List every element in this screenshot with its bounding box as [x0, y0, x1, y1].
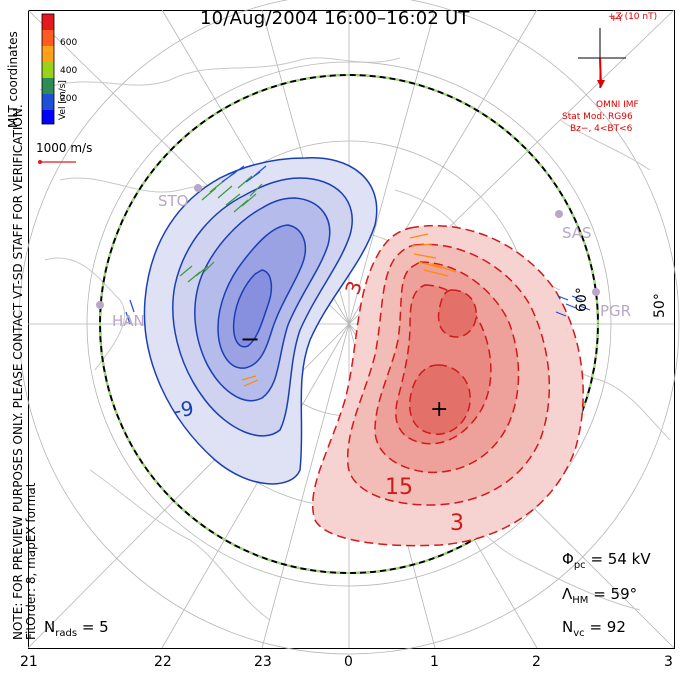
vector-scale-label: 1000 m/s: [36, 141, 93, 155]
radar-label-pgr: PGR: [600, 302, 632, 320]
stat-nvc-sub: vc: [573, 628, 585, 639]
colorbar: [41, 13, 55, 125]
radar-label-sto: STO: [158, 192, 189, 210]
neg-contour-5: [232, 269, 273, 348]
stat-nrads-value: = 5: [81, 618, 109, 636]
contour-label-pos15: 15: [385, 475, 413, 500]
lat-label-60: 60°: [574, 287, 590, 312]
pos-contour-6: [437, 289, 477, 338]
colorbar-tick-200: 200: [60, 94, 78, 104]
imf-dial: [578, 28, 626, 88]
mlt-tick-23: 23: [254, 654, 272, 670]
imf-condition: Bz−, 4<BT<6: [570, 124, 633, 134]
lat-label-50: 50°: [652, 293, 668, 318]
grid-meridian-22: [161, 323, 350, 649]
stat-phi: Φpc = 54 kV: [562, 550, 651, 571]
page-title: 10/Aug/2004 16:00–16:02 UT: [200, 8, 470, 29]
mlt-tick-22: 22: [154, 654, 172, 670]
radar-site-sas: [555, 210, 563, 218]
grid-circle-50: [18, 0, 680, 655]
stat-lambda-sub: HM: [572, 595, 589, 606]
note-line-2: FitOrder: 8, mapEX format: [24, 482, 38, 640]
positive-cell: [311, 224, 584, 547]
stat-nrads: Nrads = 5: [44, 618, 109, 639]
colorbar-frame: [41, 13, 55, 125]
stat-nvc-value: = 92: [589, 618, 626, 636]
colorbar-tick-400: 400: [60, 66, 78, 76]
stat-nvc-symbol: N: [562, 618, 574, 636]
grid-meridian-23: [261, 323, 350, 649]
coordinate-label: MLT coordinates: [6, 31, 20, 128]
stat-lambda: ΛHM = 59°: [562, 585, 637, 606]
stat-lambda-symbol: Λ: [562, 585, 573, 603]
mlt-tick-3: 3: [664, 654, 673, 670]
contour-label-pos3-top: 3: [340, 278, 367, 298]
potential-max-marker: +: [430, 397, 448, 422]
radar-site-han: [96, 301, 104, 309]
stat-phi-symbol: Φ: [562, 550, 574, 568]
grid-meridian-13: [348, 9, 436, 325]
contour-label-neg9: -9: [172, 396, 196, 423]
radar-site-sto: [194, 184, 202, 192]
preview-note: NOTE: FOR PREVIEW PURPOSES ONLY. PLEASE …: [11, 104, 38, 640]
radar-label-sas: SAS: [562, 224, 592, 242]
colorbar-swatch-2: [42, 46, 54, 62]
pos-contour-5: [408, 364, 471, 435]
negative-cell: [143, 157, 378, 485]
velocity-vectors: [125, 165, 591, 387]
radar-sites: [96, 184, 600, 309]
imf-bz-label: +Y: [610, 14, 624, 24]
mlt-tick-21: 21: [20, 654, 38, 670]
imf-source: OMNI IMF: [596, 100, 639, 110]
hm-boundary-dash: [99, 74, 599, 574]
vector-scale: [38, 160, 76, 164]
potential-min-marker: −: [240, 325, 260, 353]
colorbar-swatch-1: [42, 30, 54, 46]
contour-label-pos3-bottom: 3: [450, 511, 464, 536]
stat-phi-value: = 54 kV: [590, 550, 651, 568]
mlt-tick-2: 2: [532, 654, 541, 670]
imf-model: Stat Mod: RG96: [562, 112, 633, 122]
colorbar-swatch-5: [42, 94, 54, 110]
colorbar-swatch-3: [42, 62, 54, 78]
stat-nrads-symbol: N: [44, 618, 56, 636]
mlt-tick-0: 0: [344, 654, 353, 670]
imf-z-label: +Z (10 nT): [608, 12, 658, 22]
colorbar-swatch-6: [42, 110, 54, 124]
colorbar-swatch-0: [42, 14, 54, 30]
radar-site-pgr: [592, 288, 600, 296]
stat-nvc: Nvc = 92: [562, 618, 626, 639]
stat-nrads-sub: rads: [55, 628, 78, 639]
colorbar-swatch-4: [42, 78, 54, 94]
mlt-tick-1: 1: [430, 654, 439, 670]
stat-lambda-value: = 59°: [593, 585, 638, 603]
radar-label-han: HAN: [112, 312, 145, 330]
stat-phi-sub: pc: [573, 560, 586, 571]
colorbar-tick-600: 600: [60, 38, 78, 48]
plot-frame: [28, 10, 675, 649]
